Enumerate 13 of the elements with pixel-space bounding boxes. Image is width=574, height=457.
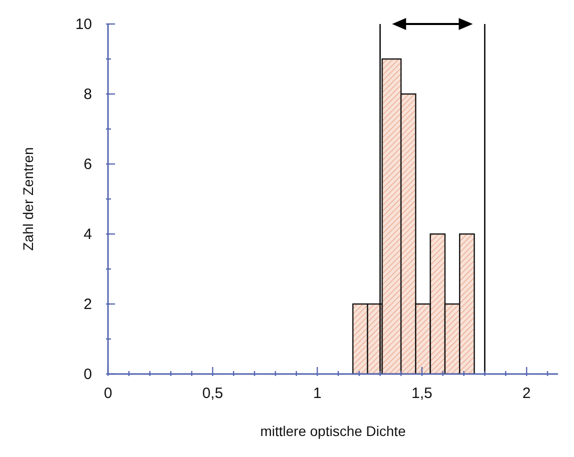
x-tick-label: 1,5: [412, 385, 432, 402]
y-tick-label: 4: [84, 226, 92, 243]
x-tick-label: 1: [313, 385, 322, 402]
y-tick-label: 0: [84, 366, 92, 383]
x-axis-title: mittlere optische Dichte: [260, 423, 406, 439]
x-tick-label: 0,5: [202, 385, 224, 402]
x-tick-label: 0: [104, 385, 112, 402]
x-tick-label: 2: [522, 385, 531, 402]
y-tick-label: 2: [84, 296, 92, 313]
y-tick-label: 6: [84, 156, 92, 173]
y-axis-title: Zahl der Zentren: [20, 147, 36, 251]
y-tick-label: 10: [75, 16, 92, 33]
y-tick-label: 8: [84, 86, 92, 103]
